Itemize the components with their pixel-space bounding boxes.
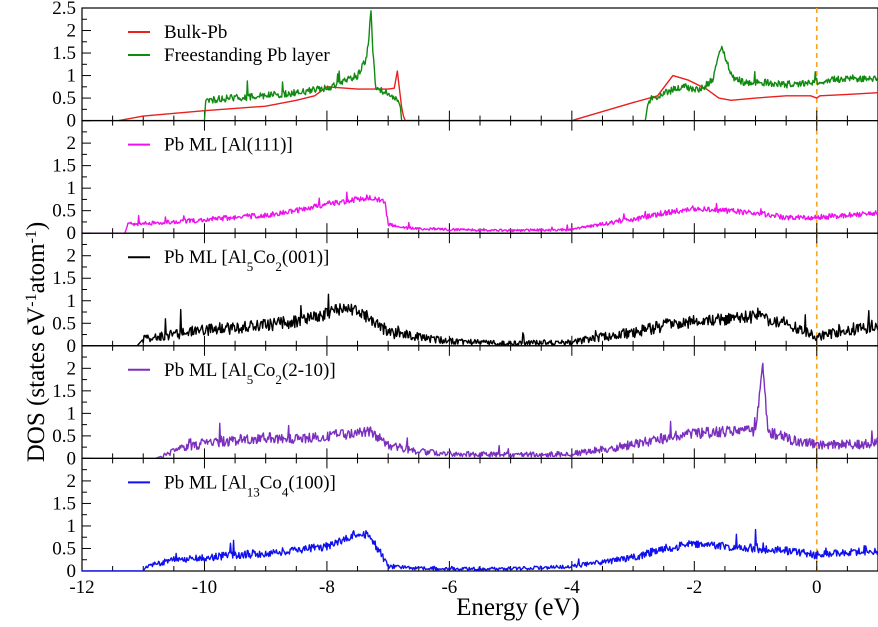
y-tick-label: 0.5 <box>52 201 76 222</box>
legend-label: Freestanding Pb layer <box>164 45 330 66</box>
y-axis-label: DOS (states eV-1atom-1) <box>23 222 51 463</box>
x-tick-label: -8 <box>319 577 335 598</box>
panel-2: 00.511.52 Pb ML [Al(111)] <box>52 119 878 244</box>
series-line <box>82 293 878 346</box>
panel-4: 00.511.52 Pb ML [Al5Co2(2-10)] <box>52 345 878 469</box>
y-axis-label-close: ) <box>23 222 50 230</box>
legend-label: Bulk-Pb <box>164 22 227 43</box>
x-axis: -12 -10 -8 -6 -4 -2 0 <box>69 577 821 598</box>
y-tick-label: 1.5 <box>52 43 76 64</box>
x-tick-label: -10 <box>192 577 217 598</box>
x-tick-label: 0 <box>812 577 822 598</box>
series-line <box>118 70 878 121</box>
y-tick-label: 0 <box>67 223 77 244</box>
y-tick-label: 0.5 <box>52 313 76 334</box>
x-tick-label: -2 <box>686 577 702 598</box>
y-tick-label: 1.5 <box>52 493 76 514</box>
series-line <box>82 191 878 234</box>
y-tick-label: 1 <box>67 403 77 424</box>
y-tick-label: 2 <box>67 358 77 379</box>
y-tick-label: 1 <box>67 66 77 87</box>
y-tick-label: 2 <box>67 133 77 154</box>
y-axis-label-mid: atom <box>23 243 50 294</box>
legend-label: Pb ML [Al13Co4(100)] <box>164 472 336 499</box>
y-axis-label-main: DOS (states eV <box>23 307 50 463</box>
panel-5: 00.511.52 Pb ML [Al13Co4(100)] <box>52 457 878 582</box>
legend-label: Pb ML [Al5Co2(001)] <box>164 247 329 274</box>
legend-label: Pb ML [Al5Co2(2-10)] <box>164 360 336 387</box>
y-tick-label: 0 <box>67 448 77 469</box>
y-tick-label: 0.5 <box>52 426 76 447</box>
x-axis-label: Energy (eV) <box>456 594 580 621</box>
x-tick-label: -4 <box>564 577 580 598</box>
y-tick-label: 1.5 <box>52 381 76 402</box>
y-tick-label: 1.5 <box>52 268 76 289</box>
y-tick-label: 2 <box>67 246 77 267</box>
series-line <box>82 362 878 459</box>
y-tick-label: 0.5 <box>52 538 76 559</box>
y-tick-label: 1 <box>67 516 77 537</box>
series-line <box>82 528 878 571</box>
y-axis-label-sup1: -1 <box>23 293 40 306</box>
series-line <box>82 10 878 121</box>
y-tick-label: 1 <box>67 291 77 312</box>
y-tick-label: 0 <box>67 111 77 132</box>
y-tick-label: 2.5 <box>52 0 76 19</box>
y-tick-label: 2 <box>67 21 77 42</box>
y-tick-label: 1.5 <box>52 156 76 177</box>
legend-label: Pb ML [Al(111)] <box>164 135 293 156</box>
y-tick-label: 0.5 <box>52 88 76 109</box>
y-axis-label-sup2: -1 <box>23 230 40 243</box>
y-tick-label: 2 <box>67 471 77 492</box>
y-tick-label: 0 <box>67 561 77 582</box>
y-tick-label: 1 <box>67 178 77 199</box>
panel-3: 00.511.52 Pb ML [Al5Co2(001)] <box>52 232 878 357</box>
y-tick-label: 0 <box>67 336 77 357</box>
x-tick-label: -6 <box>441 577 457 598</box>
x-tick-label: -12 <box>69 577 94 598</box>
